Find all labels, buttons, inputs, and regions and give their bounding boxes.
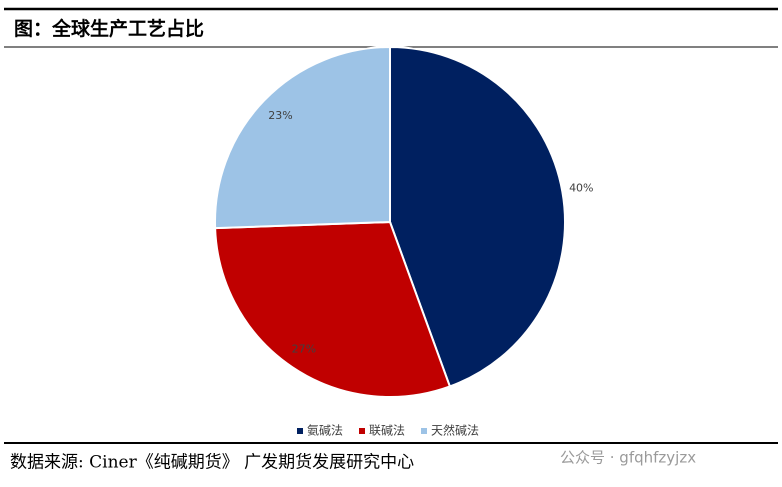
data-label: 27% <box>292 343 316 356</box>
pie-slice <box>214 45 391 230</box>
legend-label: 天然碱法 <box>431 423 479 438</box>
source: 数据来源: Ciner《纯碱期货》 广发期货发展研究中心 <box>10 453 414 473</box>
legend-swatch <box>297 428 303 434</box>
legend-label: 联碱法 <box>369 424 405 438</box>
data-label: 23% <box>268 109 292 122</box>
watermark: 公众号 · gfqhfzyjzx <box>560 449 696 467</box>
legend-swatch <box>421 428 427 434</box>
legend-label: 氨碱法 <box>307 424 343 438</box>
data-label: 40% <box>569 181 593 194</box>
legend-swatch <box>359 428 365 434</box>
chart-title: 图：全球生产工艺占比 <box>14 17 204 40</box>
pie-slice <box>214 220 452 398</box>
pie-slice <box>389 45 566 388</box>
